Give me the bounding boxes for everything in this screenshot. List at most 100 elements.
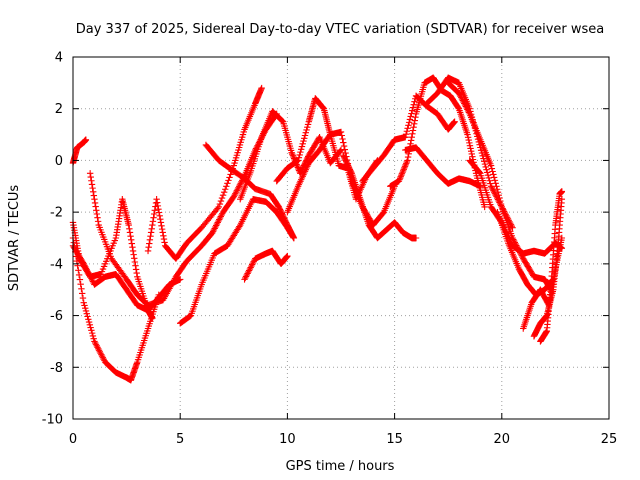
data-point bbox=[236, 181, 244, 189]
x-tick-label: 10 bbox=[279, 432, 296, 447]
data-point bbox=[459, 97, 466, 104]
data-point bbox=[82, 263, 89, 271]
data-point bbox=[464, 131, 471, 138]
data-point bbox=[411, 117, 419, 124]
data-point bbox=[457, 92, 464, 100]
data-point bbox=[79, 259, 87, 266]
data-point bbox=[79, 294, 87, 302]
data-point bbox=[246, 265, 254, 273]
data-point bbox=[217, 213, 224, 220]
data-point bbox=[409, 127, 417, 134]
data-point bbox=[131, 255, 138, 262]
data-point bbox=[77, 280, 84, 288]
data-point bbox=[148, 225, 155, 232]
data-point bbox=[279, 117, 286, 125]
data-point bbox=[294, 157, 302, 164]
data-point bbox=[75, 267, 82, 274]
data-point bbox=[149, 314, 156, 322]
data-point bbox=[211, 225, 218, 232]
data-point bbox=[465, 109, 473, 116]
data-point bbox=[242, 273, 250, 280]
data-point bbox=[467, 147, 475, 155]
data-point bbox=[75, 271, 83, 279]
data-point bbox=[237, 180, 244, 187]
data-point bbox=[461, 100, 468, 107]
data-point bbox=[461, 101, 469, 109]
series-arc-13 bbox=[339, 152, 420, 242]
data-point bbox=[236, 223, 243, 230]
data-point bbox=[96, 348, 103, 355]
data-point bbox=[458, 94, 465, 101]
data-point bbox=[303, 126, 310, 134]
data-point bbox=[464, 106, 471, 113]
data-point bbox=[467, 145, 474, 152]
data-point bbox=[83, 266, 90, 273]
data-point bbox=[399, 167, 407, 174]
data-point bbox=[146, 240, 153, 247]
data-point bbox=[93, 342, 100, 350]
data-point bbox=[87, 173, 94, 181]
data-point bbox=[488, 165, 496, 172]
x-tick-label: 5 bbox=[176, 432, 184, 447]
data-point bbox=[404, 125, 411, 132]
data-point bbox=[488, 184, 496, 191]
data-point bbox=[133, 269, 140, 277]
data-point bbox=[127, 236, 135, 244]
data-point bbox=[232, 188, 240, 196]
data-point bbox=[248, 262, 255, 270]
data-point bbox=[210, 226, 218, 234]
data-point bbox=[278, 116, 285, 124]
data-point bbox=[209, 229, 216, 237]
data-point bbox=[407, 113, 414, 120]
data-point bbox=[146, 236, 154, 244]
data-point bbox=[337, 128, 345, 136]
data-point bbox=[84, 313, 91, 320]
data-point bbox=[468, 150, 475, 158]
data-point bbox=[222, 186, 229, 193]
data-point bbox=[128, 240, 136, 247]
y-tick-label: -8 bbox=[50, 361, 63, 376]
data-point bbox=[347, 168, 355, 176]
data-point bbox=[397, 173, 404, 180]
data-point bbox=[412, 114, 419, 121]
data-point bbox=[235, 183, 243, 190]
y-tick-label: -4 bbox=[50, 257, 63, 272]
data-point bbox=[86, 170, 94, 177]
data-point bbox=[463, 104, 470, 112]
series-arc-11 bbox=[273, 95, 381, 203]
data-point bbox=[296, 151, 303, 159]
data-point bbox=[149, 221, 156, 229]
data-point bbox=[80, 260, 87, 268]
data-point bbox=[337, 146, 345, 154]
data-point bbox=[293, 158, 300, 165]
data-point bbox=[494, 186, 501, 193]
data-point bbox=[153, 196, 160, 203]
data-point bbox=[147, 232, 154, 240]
data-point bbox=[493, 183, 500, 190]
data-point bbox=[125, 221, 132, 229]
data-point bbox=[225, 177, 232, 184]
data-point bbox=[396, 174, 404, 182]
data-point bbox=[247, 264, 254, 271]
data-point bbox=[212, 223, 219, 231]
data-point bbox=[289, 150, 296, 158]
data-point bbox=[304, 123, 311, 131]
data-point bbox=[497, 200, 505, 208]
data-point bbox=[78, 290, 86, 297]
data-point bbox=[90, 188, 97, 196]
data-point bbox=[82, 304, 89, 312]
data-point bbox=[234, 186, 241, 193]
data-point bbox=[147, 229, 155, 236]
data-point bbox=[93, 207, 100, 214]
data-point bbox=[340, 139, 347, 146]
data-point bbox=[455, 104, 462, 111]
data-point bbox=[495, 191, 502, 199]
data-point bbox=[340, 142, 348, 150]
data-point bbox=[464, 134, 472, 141]
data-point bbox=[100, 355, 107, 363]
data-point bbox=[215, 203, 222, 211]
y-tick-label: 0 bbox=[55, 154, 63, 169]
data-point bbox=[484, 172, 492, 179]
data-point bbox=[86, 321, 94, 329]
data-point bbox=[212, 222, 220, 229]
